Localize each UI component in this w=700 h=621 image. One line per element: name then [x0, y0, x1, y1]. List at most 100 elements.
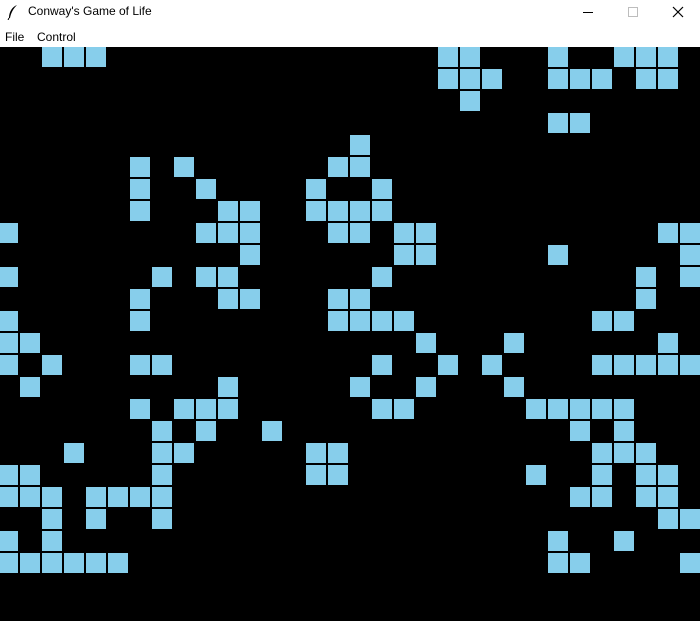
live-cell[interactable] — [108, 487, 130, 509]
live-cell[interactable] — [130, 311, 152, 333]
live-cell[interactable] — [240, 223, 262, 245]
live-cell[interactable] — [416, 377, 438, 399]
live-cell[interactable] — [0, 311, 20, 333]
live-cell[interactable] — [526, 465, 548, 487]
live-cell[interactable] — [504, 333, 526, 355]
live-cell[interactable] — [614, 355, 636, 377]
live-cell[interactable] — [174, 399, 196, 421]
live-cell[interactable] — [350, 377, 372, 399]
live-cell[interactable] — [328, 465, 350, 487]
live-cell[interactable] — [42, 487, 64, 509]
live-cell[interactable] — [306, 443, 328, 465]
live-cell[interactable] — [130, 399, 152, 421]
live-cell[interactable] — [372, 201, 394, 223]
menu-control[interactable]: Control — [37, 30, 76, 44]
live-cell[interactable] — [328, 443, 350, 465]
live-cell[interactable] — [152, 487, 174, 509]
live-cell[interactable] — [240, 201, 262, 223]
maximize-button[interactable] — [610, 0, 656, 24]
live-cell[interactable] — [636, 289, 658, 311]
live-cell[interactable] — [526, 399, 548, 421]
live-cell[interactable] — [372, 399, 394, 421]
live-cell[interactable] — [130, 179, 152, 201]
live-cell[interactable] — [328, 311, 350, 333]
live-cell[interactable] — [196, 179, 218, 201]
live-cell[interactable] — [0, 333, 20, 355]
live-cell[interactable] — [20, 487, 42, 509]
live-cell[interactable] — [0, 223, 20, 245]
live-cell[interactable] — [658, 223, 680, 245]
live-cell[interactable] — [306, 201, 328, 223]
live-cell[interactable] — [0, 355, 20, 377]
live-cell[interactable] — [152, 509, 174, 531]
live-cell[interactable] — [548, 399, 570, 421]
live-cell[interactable] — [262, 421, 284, 443]
live-cell[interactable] — [218, 399, 240, 421]
live-cell[interactable] — [416, 223, 438, 245]
live-cell[interactable] — [592, 69, 614, 91]
live-cell[interactable] — [614, 311, 636, 333]
live-cell[interactable] — [86, 487, 108, 509]
live-cell[interactable] — [218, 289, 240, 311]
live-cell[interactable] — [0, 487, 20, 509]
live-cell[interactable] — [570, 421, 592, 443]
live-cell[interactable] — [548, 245, 570, 267]
live-cell[interactable] — [42, 531, 64, 553]
live-cell[interactable] — [636, 443, 658, 465]
live-cell[interactable] — [394, 399, 416, 421]
live-cell[interactable] — [0, 553, 20, 575]
live-cell[interactable] — [592, 399, 614, 421]
live-cell[interactable] — [658, 69, 680, 91]
live-cell[interactable] — [658, 465, 680, 487]
live-cell[interactable] — [658, 333, 680, 355]
live-cell[interactable] — [20, 465, 42, 487]
live-cell[interactable] — [152, 465, 174, 487]
live-cell[interactable] — [592, 443, 614, 465]
live-cell[interactable] — [394, 223, 416, 245]
live-cell[interactable] — [174, 157, 196, 179]
live-cell[interactable] — [328, 289, 350, 311]
live-cell[interactable] — [42, 553, 64, 575]
live-cell[interactable] — [636, 47, 658, 69]
live-cell[interactable] — [680, 245, 700, 267]
live-cell[interactable] — [20, 377, 42, 399]
live-cell[interactable] — [130, 201, 152, 223]
live-cell[interactable] — [658, 47, 680, 69]
live-cell[interactable] — [196, 223, 218, 245]
live-cell[interactable] — [218, 267, 240, 289]
live-cell[interactable] — [394, 311, 416, 333]
live-cell[interactable] — [306, 179, 328, 201]
live-cell[interactable] — [636, 267, 658, 289]
live-cell[interactable] — [174, 443, 196, 465]
live-cell[interactable] — [548, 553, 570, 575]
live-cell[interactable] — [42, 355, 64, 377]
live-cell[interactable] — [482, 355, 504, 377]
live-cell[interactable] — [658, 509, 680, 531]
live-cell[interactable] — [350, 201, 372, 223]
live-cell[interactable] — [196, 267, 218, 289]
live-cell[interactable] — [658, 487, 680, 509]
live-cell[interactable] — [64, 47, 86, 69]
live-cell[interactable] — [328, 223, 350, 245]
live-cell[interactable] — [680, 553, 700, 575]
live-cell[interactable] — [636, 465, 658, 487]
live-cell[interactable] — [42, 509, 64, 531]
live-cell[interactable] — [548, 531, 570, 553]
live-cell[interactable] — [64, 553, 86, 575]
live-cell[interactable] — [86, 553, 108, 575]
live-cell[interactable] — [152, 443, 174, 465]
live-cell[interactable] — [0, 531, 20, 553]
live-cell[interactable] — [372, 267, 394, 289]
live-cell[interactable] — [592, 487, 614, 509]
live-cell[interactable] — [372, 311, 394, 333]
live-cell[interactable] — [240, 289, 262, 311]
live-cell[interactable] — [680, 223, 700, 245]
live-cell[interactable] — [570, 487, 592, 509]
live-cell[interactable] — [636, 355, 658, 377]
live-cell[interactable] — [614, 399, 636, 421]
menu-file[interactable]: File — [5, 30, 25, 44]
live-cell[interactable] — [548, 69, 570, 91]
live-cell[interactable] — [548, 113, 570, 135]
live-cell[interactable] — [218, 223, 240, 245]
live-cell[interactable] — [350, 157, 372, 179]
